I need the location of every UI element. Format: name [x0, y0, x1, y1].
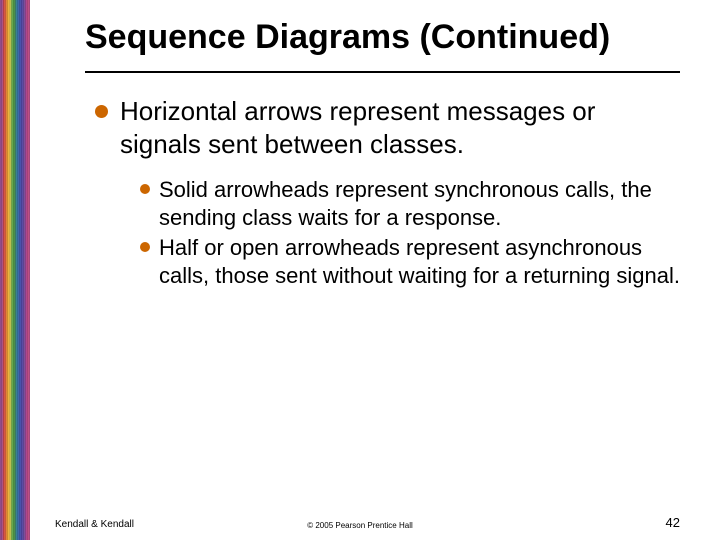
bullet-dot-icon	[95, 105, 108, 118]
slide-footer: Kendall & Kendall © 2005 Pearson Prentic…	[0, 510, 720, 530]
title-underline	[85, 71, 680, 73]
bullet-dot-icon	[140, 184, 150, 194]
bullet-level2: Half or open arrowheads represent asynch…	[140, 234, 680, 290]
bullet-level1: Horizontal arrows represent messages or …	[95, 95, 680, 162]
slide-title: Sequence Diagrams (Continued)	[85, 18, 680, 57]
bullet-level2: Solid arrowheads represent synchronous c…	[140, 176, 680, 232]
sub-bullet-list: Solid arrowheads represent synchronous c…	[140, 176, 680, 291]
decorative-left-border	[0, 0, 30, 540]
footer-copyright: © 2005 Pearson Prentice Hall	[0, 521, 720, 530]
bullet-level2-text: Solid arrowheads represent synchronous c…	[159, 176, 680, 232]
bullet-dot-icon	[140, 242, 150, 252]
bullet-level2-text: Half or open arrowheads represent asynch…	[159, 234, 680, 290]
slide-content: Sequence Diagrams (Continued) Horizontal…	[30, 0, 720, 540]
footer-page-number: 42	[666, 515, 680, 530]
bullet-level1-text: Horizontal arrows represent messages or …	[120, 95, 680, 162]
